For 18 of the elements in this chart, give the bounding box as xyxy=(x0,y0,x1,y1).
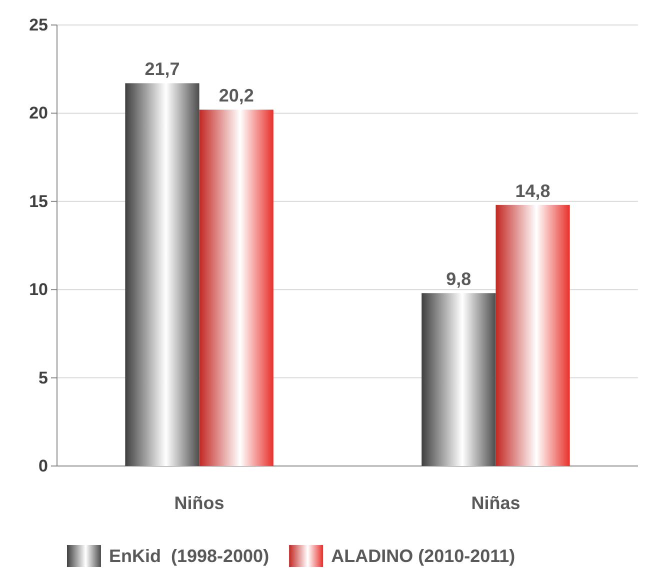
y-tick-label: 15 xyxy=(29,192,48,211)
data-label: 20,2 xyxy=(218,86,254,106)
legend-label: EnKid (1998-2000) xyxy=(109,546,270,566)
y-tick-label: 0 xyxy=(38,456,48,476)
y-tick-label: 20 xyxy=(29,104,48,123)
data-label: 21,7 xyxy=(144,59,180,80)
data-label: 14,8 xyxy=(515,180,550,201)
bar xyxy=(125,83,200,466)
y-tick-label: 10 xyxy=(29,280,48,300)
bar xyxy=(422,293,496,466)
legend-label: ALADINO (2010-2011) xyxy=(331,546,516,566)
bar xyxy=(199,110,274,466)
y-tick-label: 25 xyxy=(29,15,48,34)
x-tick-label: Niñas xyxy=(471,492,520,513)
y-tick-label: 5 xyxy=(38,368,48,388)
data-label: 9,8 xyxy=(446,269,472,290)
bar xyxy=(496,204,570,466)
x-tick-label: Niños xyxy=(174,492,224,513)
